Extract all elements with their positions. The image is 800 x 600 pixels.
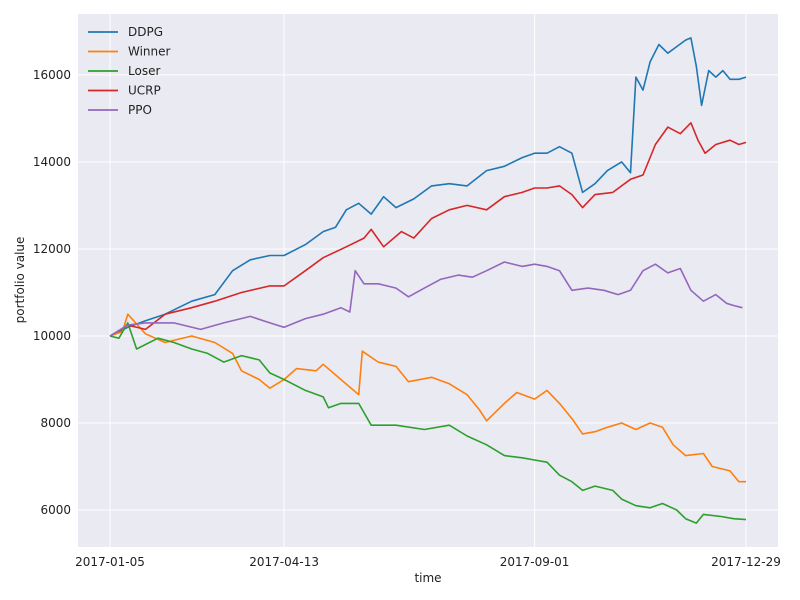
y-tick-label: 12000: [33, 242, 71, 256]
series-line-ddpg: [109, 37, 747, 337]
grid-lines: [78, 14, 778, 547]
legend-label: PPO: [128, 103, 152, 117]
y-tick-label: 10000: [33, 329, 71, 343]
legend-label: DDPG: [128, 25, 163, 39]
series-line-loser: [109, 322, 747, 524]
series-lines: [109, 37, 747, 524]
y-tick-labels: 6000 8000 10000 12000 14000 16000: [33, 68, 71, 517]
y-tick-label: 14000: [33, 155, 71, 169]
x-tick-label: 2017-01-05: [75, 555, 145, 569]
x-tick-labels: 2017-01-05 2017-04-13 2017-09-01 2017-12-29: [75, 555, 781, 569]
y-tick-label: 6000: [40, 503, 71, 517]
plot-background: [78, 14, 778, 547]
legend-label: Loser: [128, 64, 160, 78]
x-axis-label: time: [414, 571, 441, 585]
legend-label: Winner: [128, 45, 171, 59]
series-line-winner: [109, 313, 746, 483]
series-line-ucrp: [109, 122, 747, 337]
y-axis-label: portfolio value: [13, 237, 27, 324]
series-line-ppo: [109, 261, 743, 337]
legend: DDPG Winner Loser UCRP PPO: [88, 25, 171, 117]
legend-label: UCRP: [128, 84, 161, 98]
y-tick-label: 16000: [33, 68, 71, 82]
x-tick-label: 2017-09-01: [500, 555, 570, 569]
x-tick-label: 2017-04-13: [249, 555, 319, 569]
y-tick-label: 8000: [40, 416, 71, 430]
x-tick-label: 2017-12-29: [711, 555, 781, 569]
